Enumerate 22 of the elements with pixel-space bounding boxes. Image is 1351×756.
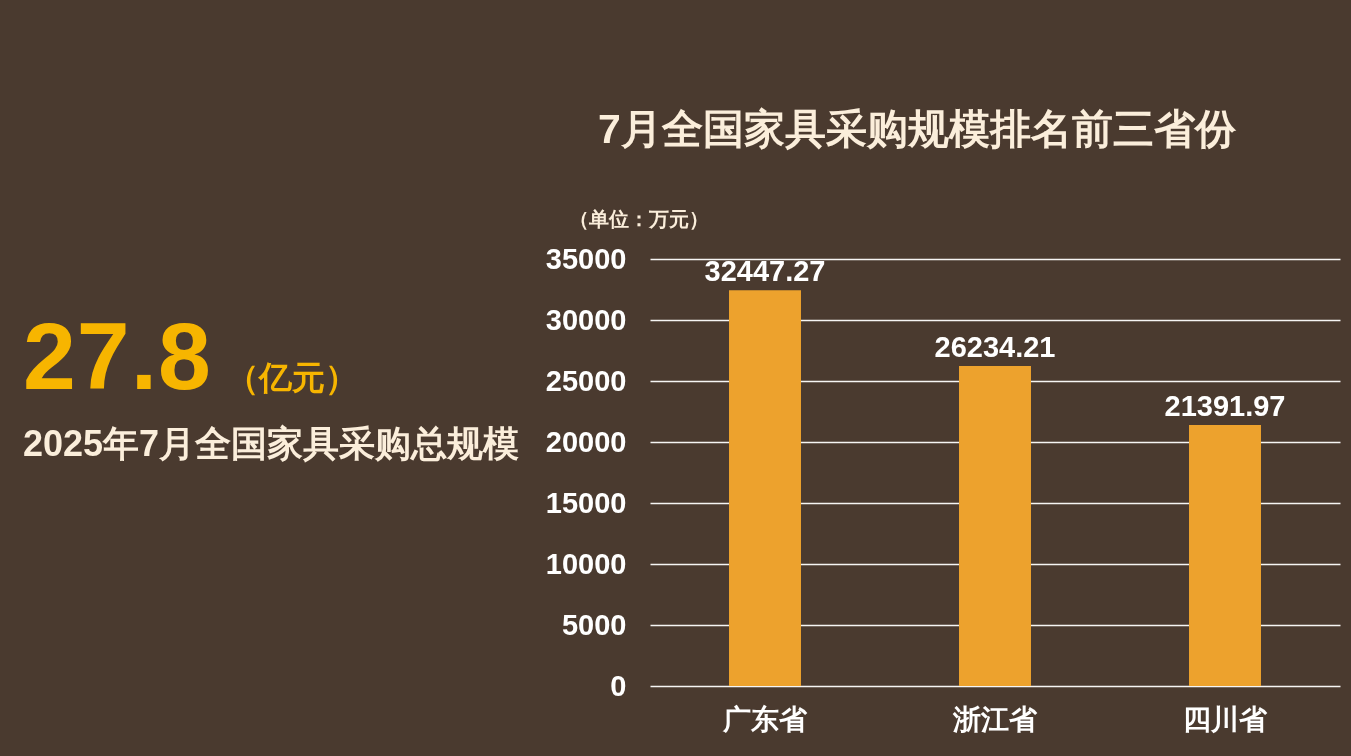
x-tick-label: 浙江省 [952,703,1038,735]
y-tick-label: 35000 [545,242,627,275]
text: 2025年7月全国家具采购总规模 [23,423,520,464]
y-tick-label: 10000 [545,547,627,580]
data-label: 26234.21 [934,330,1056,363]
data-label: 32447.27 [704,255,826,288]
chart-title: 7月全国家具采购规模排名前三省份 [598,106,1237,152]
data-label: 21391.97 [1164,390,1286,423]
y-tick-label: 20000 [545,425,627,458]
x-tick-label: 广东省 [722,703,808,735]
bar [959,365,1031,686]
y-tick-label: 5000 [561,608,627,641]
text: 27.8 [23,303,212,409]
x-tick-label: 四川省 [1183,703,1268,735]
bar [729,290,801,686]
y-axis-title: （单位：万元） [568,207,709,230]
y-tick-label: 0 [610,669,627,702]
text: （亿元） [225,359,358,396]
y-tick-label: 30000 [545,303,627,336]
bar [1189,425,1261,686]
y-tick-label: 25000 [545,364,627,397]
y-tick-label: 15000 [545,486,627,519]
